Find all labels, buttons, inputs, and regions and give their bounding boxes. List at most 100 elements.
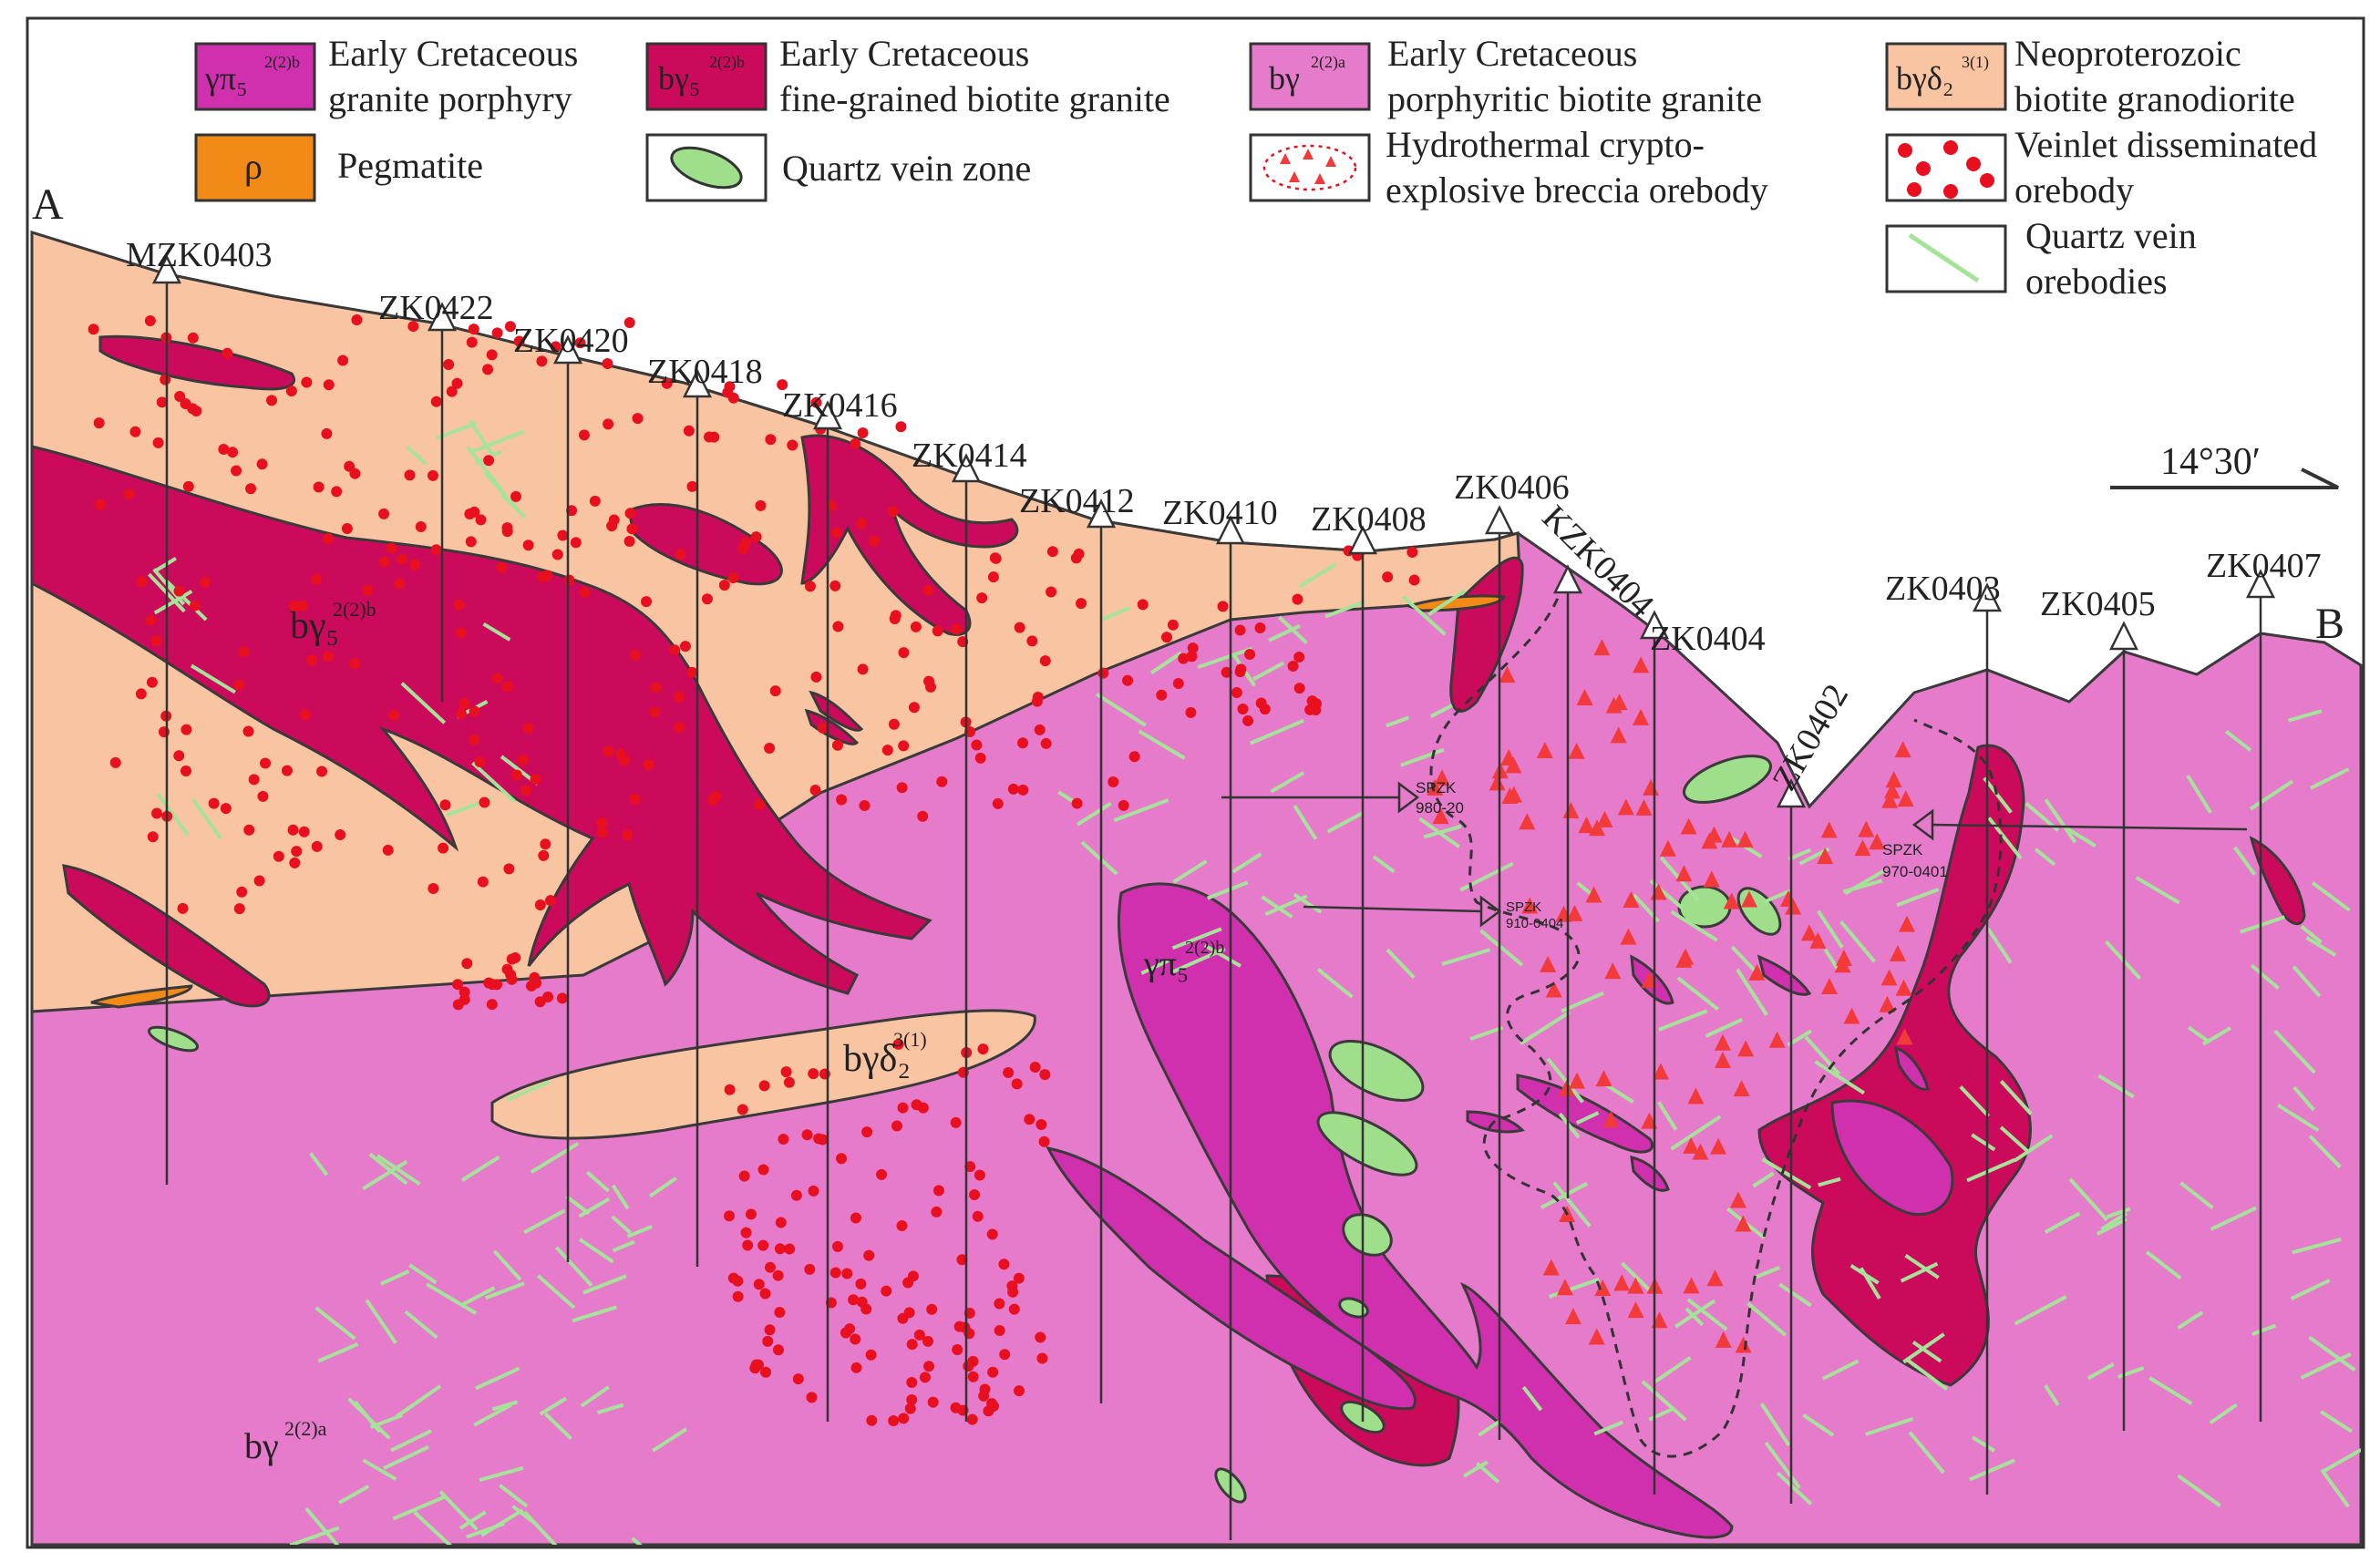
quartz-vein-mark bbox=[2044, 1211, 2081, 1234]
orebody-dot bbox=[501, 681, 513, 693]
unit-label-porphyry: γπ₅ bbox=[1143, 945, 1189, 983]
fine-granite-lens bbox=[627, 503, 783, 586]
orebody-dot bbox=[173, 585, 185, 597]
orebody-dot bbox=[857, 427, 869, 439]
fine-granite-lens bbox=[98, 334, 295, 391]
orebody-dot bbox=[994, 1325, 1005, 1337]
quartz-vein-mark bbox=[543, 1412, 572, 1441]
quartz-vein-mark bbox=[2300, 1352, 2352, 1380]
orebody-dot bbox=[530, 774, 541, 786]
quartz-vein-mark bbox=[484, 1281, 525, 1300]
orebody-dot bbox=[1237, 703, 1249, 714]
quartz-vein-mark bbox=[2310, 767, 2350, 790]
quartz-vein-mark bbox=[2308, 1135, 2342, 1168]
orebody-dot bbox=[623, 317, 635, 329]
breccia-triangle bbox=[1779, 889, 1797, 907]
orebody-dot bbox=[496, 561, 508, 573]
quartz-vein-mark bbox=[362, 1458, 397, 1481]
quartz-vein-mark bbox=[479, 1465, 524, 1482]
orebody-dot bbox=[897, 1312, 909, 1324]
granite-porphyry-lens bbox=[1830, 1099, 1954, 1217]
unit-label-fine-granite-sup: 2(2)b bbox=[333, 598, 376, 621]
orebody-dot bbox=[626, 523, 638, 535]
quartz-vein-mark bbox=[1736, 968, 1768, 1016]
borehole-label: ZK0407 bbox=[2206, 547, 2322, 585]
orebody-dot bbox=[596, 827, 608, 838]
orebody-dot bbox=[233, 679, 245, 691]
orebody-dot bbox=[963, 1361, 974, 1372]
quartz-vein-mark bbox=[1670, 1115, 1722, 1151]
quartz-vein-mark bbox=[499, 1484, 529, 1508]
orebody-dot bbox=[491, 673, 503, 684]
breccia-triangle bbox=[1692, 1143, 1709, 1160]
quartz-vein-mark bbox=[408, 1263, 438, 1285]
orebody-dot bbox=[534, 899, 546, 910]
quartz-vein-mark bbox=[1231, 852, 1262, 874]
legend-label-line1: Quartz vein zone bbox=[782, 148, 1031, 189]
quartz-vein-mark bbox=[1469, 1025, 1504, 1042]
legend-label-line1: Pegmatite bbox=[337, 145, 483, 186]
orebody-dot bbox=[253, 875, 265, 887]
orebody-dot bbox=[451, 377, 463, 389]
borehole-label: ZK0408 bbox=[1311, 500, 1427, 539]
orebody-dot bbox=[809, 785, 821, 796]
orebody-dot bbox=[1073, 548, 1085, 560]
sample-hole-label-line2: 980-20 bbox=[1416, 799, 1464, 817]
quartz-vein-mark bbox=[461, 1286, 496, 1307]
quartz-vein-mark bbox=[530, 1142, 580, 1175]
legend-label-line2: fine-grained biotite granite bbox=[779, 78, 1170, 119]
quartz-vein-mark bbox=[1865, 1416, 1914, 1436]
orebody-dot bbox=[245, 483, 257, 495]
orebody-dot bbox=[491, 327, 503, 339]
sample-hole-label-line1: SPZK bbox=[1882, 841, 1923, 858]
orebody-dot bbox=[750, 531, 762, 543]
quartz-vein-mark bbox=[611, 1184, 630, 1210]
orebody-dot bbox=[474, 756, 486, 768]
orebody-dot bbox=[1186, 651, 1198, 663]
orebody-dot bbox=[895, 421, 907, 433]
quartz-vein-mark bbox=[1817, 909, 1844, 949]
unit-label-granodiorite: bγδ₂ bbox=[843, 1038, 911, 1080]
quartz-vein-mark bbox=[1686, 1298, 1728, 1331]
orebody-dot bbox=[986, 1228, 998, 1240]
orebody-dot bbox=[740, 1227, 752, 1238]
orebody-dot bbox=[762, 1335, 774, 1347]
quartz-vein-mark bbox=[1674, 1299, 1716, 1329]
quartz-vein-mark bbox=[362, 1159, 408, 1191]
breccia-triangle bbox=[1890, 944, 1907, 961]
breccia-triangle bbox=[1633, 708, 1650, 725]
quartz-vein-mark bbox=[1552, 1181, 1592, 1228]
orebody-dot bbox=[174, 391, 186, 403]
breccia-triangle bbox=[1703, 870, 1720, 888]
legend-label-line2: orebody bbox=[2014, 170, 2134, 211]
orebody-dot bbox=[540, 838, 551, 850]
orebody-dot bbox=[917, 810, 929, 822]
borehole-collar-icon bbox=[1639, 610, 1670, 640]
orebody-dot bbox=[732, 1290, 744, 1302]
orebody-dot bbox=[950, 1116, 962, 1128]
north-arrow-icon bbox=[2110, 468, 2339, 489]
quartz-vein-mark bbox=[578, 1197, 611, 1218]
breccia-triangle bbox=[1687, 1087, 1705, 1105]
quartz-vein-mark bbox=[1908, 1431, 1945, 1475]
orebody-dot bbox=[486, 999, 498, 1011]
quartz-vein-mark bbox=[1776, 1471, 1813, 1505]
orebody-dot bbox=[891, 1120, 902, 1132]
orebody-dot bbox=[311, 840, 323, 852]
quartz-vein-mark bbox=[1641, 1380, 1687, 1422]
quartz-vein-mark bbox=[1656, 1101, 1678, 1131]
orebody-dot bbox=[291, 846, 303, 858]
orebody-dot bbox=[908, 702, 920, 714]
orebody-dot bbox=[783, 1076, 795, 1088]
quartz-vein-mark bbox=[1171, 947, 1226, 974]
breccia-triangle bbox=[1595, 1070, 1612, 1087]
breccia-triangle bbox=[1588, 819, 1605, 837]
quartz-vein-mark bbox=[376, 1154, 421, 1186]
fine-granite-body-2 bbox=[800, 434, 1019, 636]
borehole-collar-icon bbox=[1776, 778, 1807, 808]
orebody-dot bbox=[243, 824, 255, 836]
breccia-triangle bbox=[1854, 839, 1871, 857]
orebody-dot bbox=[987, 571, 999, 583]
orebody-dot bbox=[517, 755, 529, 766]
quartz-vein-mark bbox=[491, 1400, 519, 1412]
